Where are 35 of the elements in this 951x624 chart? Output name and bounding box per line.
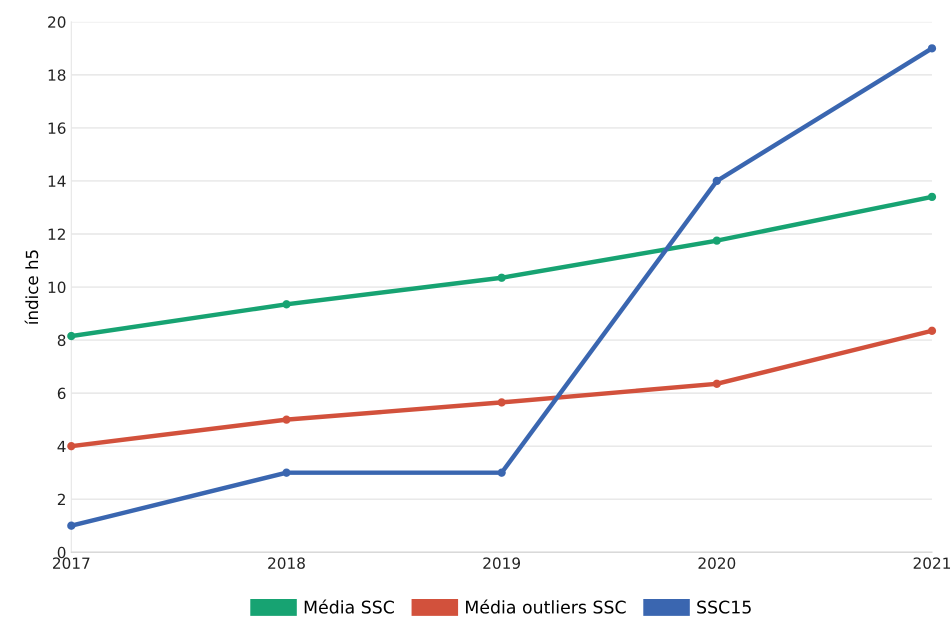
y-tick-label: 18 — [48, 69, 66, 81]
point — [712, 176, 721, 186]
y-tick-label: 14 — [48, 176, 66, 187]
point — [282, 415, 291, 424]
y-tick-label: 4 — [57, 440, 66, 452]
legend-label: Média outliers SSC — [466, 600, 626, 614]
y-tick-label: 16 — [48, 122, 66, 134]
point — [928, 44, 936, 53]
point — [67, 442, 76, 450]
y-tick-label: 2 — [58, 494, 65, 506]
point — [497, 398, 506, 407]
legend-label: SSC15 — [697, 600, 751, 614]
point — [928, 326, 936, 335]
legend-label: Média SSC — [304, 600, 394, 614]
point — [497, 274, 506, 282]
y-tick-label: 10 — [48, 282, 66, 294]
x-tick-label: 2020 — [698, 557, 736, 569]
point — [712, 380, 721, 388]
x-tick-label: 2019 — [483, 557, 520, 569]
y-axis-title: índice h5 — [24, 250, 38, 324]
y-tick-label: 6 — [58, 388, 66, 400]
x-tick-label: 2017 — [53, 557, 90, 569]
y-tick-label: 0 — [58, 546, 66, 558]
y-tick-label: 12 — [48, 228, 65, 240]
y-tick-label: 8 — [58, 334, 66, 346]
point — [928, 192, 936, 202]
point — [497, 468, 506, 477]
x-tick-label: 2021 — [914, 557, 950, 569]
point — [67, 332, 76, 340]
y-tick-label: 20 — [48, 16, 66, 28]
point — [282, 300, 291, 308]
x-tick-label: 2018 — [268, 557, 305, 569]
point — [282, 468, 291, 477]
point — [67, 522, 76, 530]
point — [712, 236, 721, 245]
